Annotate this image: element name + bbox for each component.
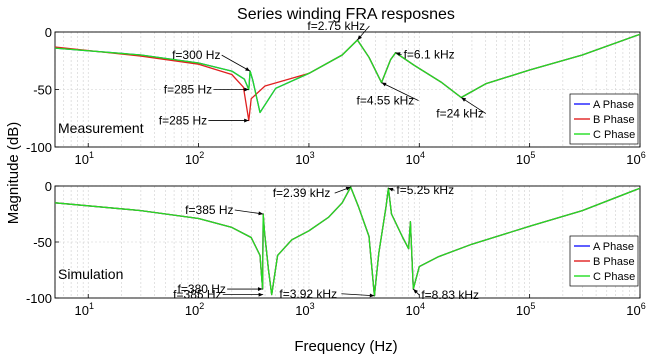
y-tick-label: -50	[33, 235, 52, 250]
legend-entry: C Phase	[593, 129, 635, 141]
peak-annotation: f=5.25 kHz	[388, 183, 454, 197]
x-tick-label: 101	[74, 150, 93, 167]
legend-entry: C Phase	[593, 271, 635, 283]
y-tick-label: 0	[45, 25, 52, 40]
peak-annotation: f=2.75 kHz	[307, 19, 370, 41]
peak-annotation: f=300 Hz	[172, 48, 251, 72]
annotation-label: f=300 Hz	[172, 48, 220, 62]
annotation-label: f=285 Hz	[164, 83, 212, 97]
x-axis-label: Frequency (Hz)	[294, 338, 397, 355]
y-axis-label: Magnitude (dB)	[5, 122, 22, 225]
annotation-arrow	[341, 293, 375, 297]
peak-annotation: f=385 Hz	[185, 203, 264, 217]
annotation-arrowhead	[345, 186, 351, 191]
panel-label: Measurement	[58, 120, 144, 136]
annotation-label: f=385 Hz	[185, 203, 233, 217]
x-tick-label: 102	[185, 150, 204, 167]
annotation-arrowhead	[388, 187, 394, 192]
annotation-label: f=385 Hz	[173, 288, 221, 302]
annotation-label: f=2.75 kHz	[307, 19, 365, 33]
annotation-arrow	[234, 209, 264, 215]
annotation-label: f=8.83 kHz	[421, 288, 479, 302]
simulation-panel: 0 -50 -100 101 102 103 104 105 106 Simulation f=38…	[26, 179, 646, 318]
annotation-arrowhead	[258, 292, 264, 297]
x-tick-label: 102	[185, 301, 204, 318]
series-line-b-phase	[55, 33, 640, 122]
annotation-label: f=6.1 kHz	[404, 48, 455, 62]
annotation-arrowhead	[245, 67, 251, 72]
annotation-label: f=3.92 kHz	[279, 287, 337, 301]
x-tick-label: 105	[516, 301, 535, 318]
grid	[54, 185, 641, 299]
x-tick-label: 106	[626, 150, 645, 167]
x-tick-label: 106	[626, 301, 645, 318]
y-tick-label: -100	[26, 291, 52, 306]
legend-entry: A Phase	[593, 99, 634, 111]
peak-annotation: f=24 kHz	[436, 97, 487, 121]
series-group	[55, 186, 640, 297]
series-line-b-phase	[55, 186, 640, 297]
peak-annotation: f=3.92 kHz	[279, 287, 375, 301]
y-tick-label: -100	[26, 140, 52, 155]
annotation-arrowhead	[258, 211, 264, 216]
annotation-arrow	[461, 97, 487, 114]
x-tick-label: 105	[516, 150, 535, 167]
annotation-arrowhead	[244, 118, 249, 123]
series-line-a-phase	[55, 186, 640, 297]
annotation-arrowhead	[244, 87, 249, 92]
annotation-label: f=4.55 kHz	[357, 94, 415, 108]
x-tick-label: 104	[406, 150, 425, 167]
annotation-label: f=24 kHz	[436, 107, 484, 121]
peak-annotation: f=8.83 kHz	[413, 288, 479, 302]
x-tick-label: 103	[295, 301, 314, 318]
annotation-arrowhead	[395, 52, 401, 57]
annotation-label: f=2.39 kHz	[273, 186, 331, 200]
peak-annotation: f=2.39 kHz	[273, 186, 351, 200]
annotation-arrowhead	[413, 289, 418, 294]
annotation-arrow	[221, 54, 251, 72]
legend: A Phase B Phase C Phase	[569, 235, 639, 287]
annotation-arrow	[381, 82, 419, 101]
panel-label: Simulation	[58, 266, 123, 282]
figure-title: Series winding FRA resposnes	[237, 6, 455, 23]
annotation-arrowhead	[381, 82, 387, 87]
annotation-arrowhead	[257, 287, 263, 291]
series-line-c-phase	[55, 186, 640, 297]
peak-annotation: f=285 Hz	[164, 83, 249, 97]
annotation-label: f=380 Hz	[178, 282, 226, 296]
peak-annotation: f=6.1 kHz	[395, 48, 455, 62]
series-line-a-phase	[55, 33, 640, 114]
x-tick-label: 103	[295, 150, 314, 167]
legend-entry: B Phase	[593, 256, 635, 268]
annotation-arrowhead	[461, 97, 467, 102]
peak-annotation: f=380 Hz	[178, 282, 263, 296]
x-tick-label: 101	[74, 301, 93, 318]
x-tick-label: 104	[406, 301, 425, 318]
peak-annotation: f=4.55 kHz	[357, 82, 419, 108]
annotation-arrowhead	[369, 293, 375, 298]
legend: A Phase B Phase C Phase	[569, 93, 639, 145]
peak-annotation: f=385 Hz	[173, 288, 264, 302]
y-tick-label: -50	[33, 83, 52, 98]
series-line-c-phase	[55, 33, 640, 114]
annotation-label: f=5.25 kHz	[396, 183, 454, 197]
peak-annotation: f=285 Hz	[159, 114, 249, 128]
series-group	[55, 33, 640, 122]
legend-entry: A Phase	[593, 241, 634, 253]
measurement-panel: 0 -50 -100 101 102 103 104 105 106 Measurement f=3…	[26, 19, 646, 167]
annotation-arrowhead	[357, 35, 362, 41]
legend-entry: B Phase	[593, 114, 635, 126]
annotation-label: f=285 Hz	[159, 114, 207, 128]
y-tick-label: 0	[45, 179, 52, 194]
